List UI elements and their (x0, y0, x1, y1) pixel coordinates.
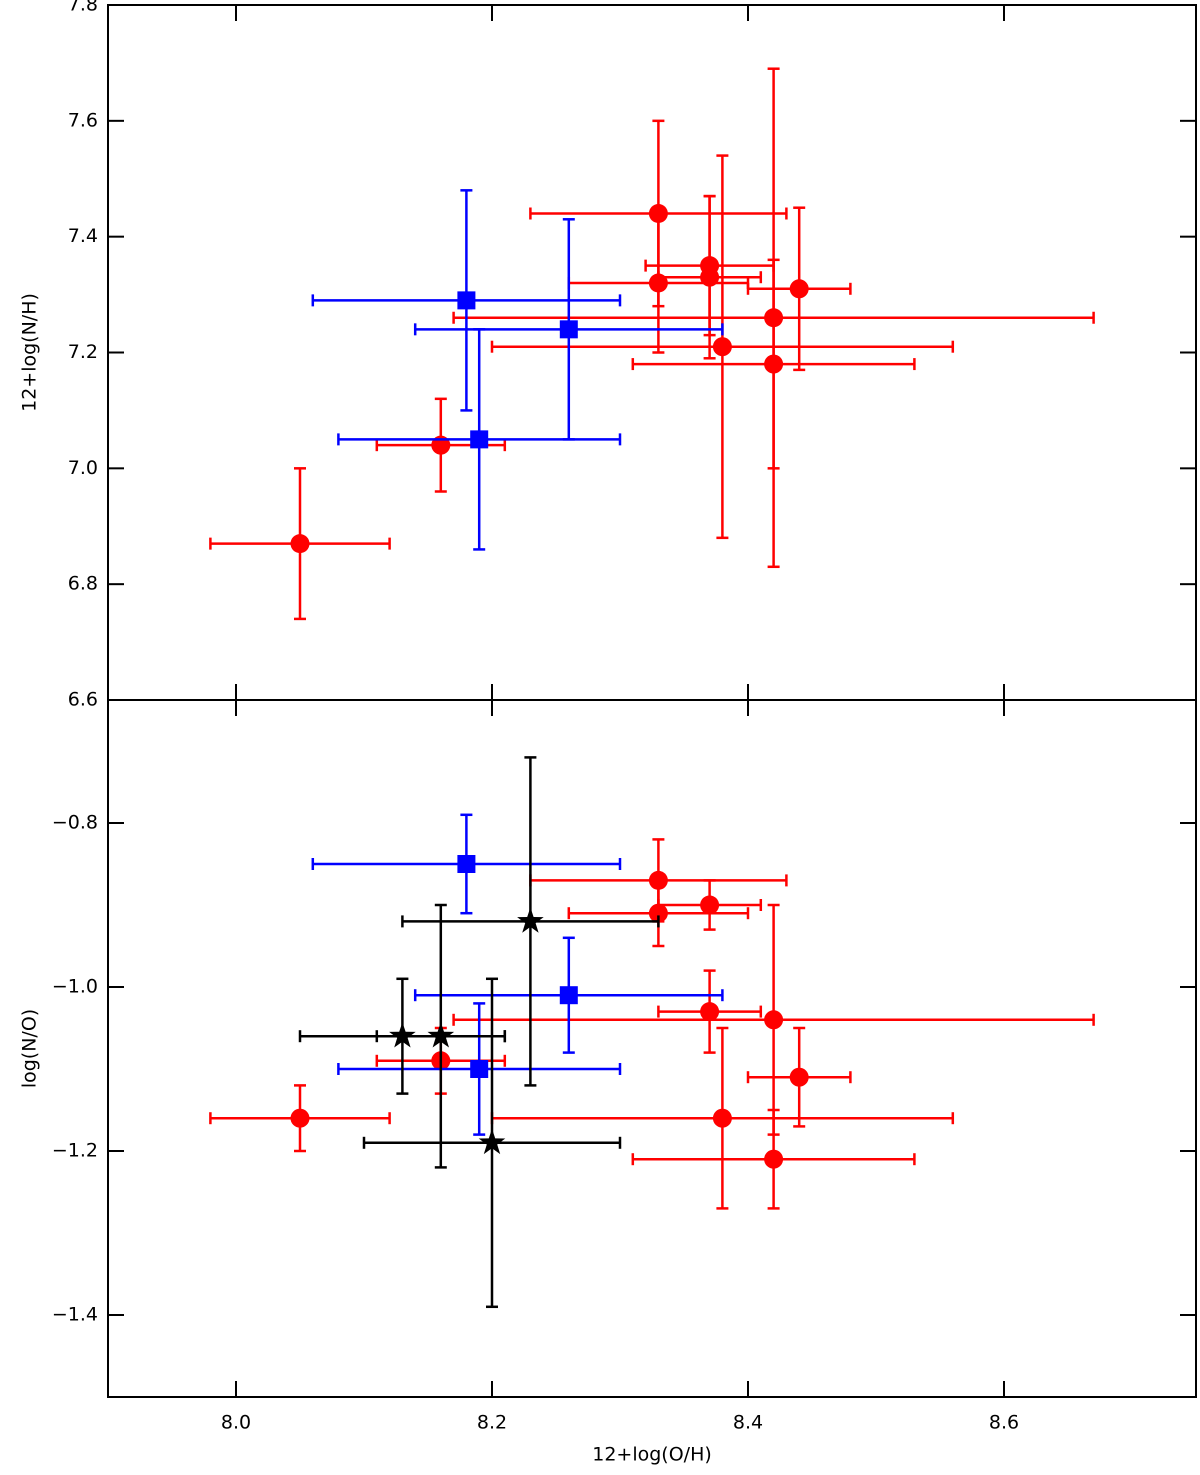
point (470, 430, 489, 449)
x-tick-label: 8.2 (477, 1412, 507, 1434)
point (470, 1060, 489, 1078)
plot-frame (107, 4, 1197, 701)
point (559, 320, 578, 339)
y-axis-label: 12+log(N/H) (19, 293, 41, 412)
point (290, 534, 310, 554)
point (700, 895, 720, 915)
y-tick-label: 7.6 (68, 109, 98, 131)
point (712, 337, 732, 357)
y-tick-label: 7.2 (68, 341, 98, 363)
point (290, 1108, 310, 1128)
point (712, 1108, 732, 1128)
x-tick-label: 8.4 (733, 1412, 763, 1434)
point (478, 1128, 506, 1155)
y-tick-label: 6.8 (68, 573, 98, 595)
point (559, 986, 578, 1005)
point (648, 903, 668, 923)
x-axis-label: 12+log(O/H) (592, 1444, 712, 1466)
point (389, 1022, 416, 1048)
y-tick-label: 6.6 (68, 689, 98, 711)
y-tick-label: −0.8 (52, 812, 98, 834)
y-tick-label: 7.4 (68, 225, 98, 247)
y-tick-label: −1.2 (52, 1140, 98, 1162)
x-tick-label: 8.6 (989, 1412, 1019, 1434)
plot-frame (107, 699, 1197, 1398)
y-tick-label: 7.8 (68, 0, 98, 16)
y-tick-label: 7.0 (68, 457, 98, 479)
point (789, 1067, 809, 1087)
point (457, 855, 476, 873)
point (427, 1022, 455, 1048)
y-tick-label: −1.0 (52, 976, 98, 998)
point (700, 267, 720, 287)
point (764, 354, 784, 374)
point (789, 279, 809, 299)
point (764, 1149, 784, 1169)
y-tick-label: −1.4 (52, 1304, 98, 1326)
point (457, 291, 476, 310)
point (517, 907, 544, 933)
point (764, 1010, 784, 1030)
x-tick-label: 8.0 (221, 1412, 251, 1434)
y-axis-label: log(N/O) (19, 1009, 41, 1088)
point (700, 1002, 720, 1022)
